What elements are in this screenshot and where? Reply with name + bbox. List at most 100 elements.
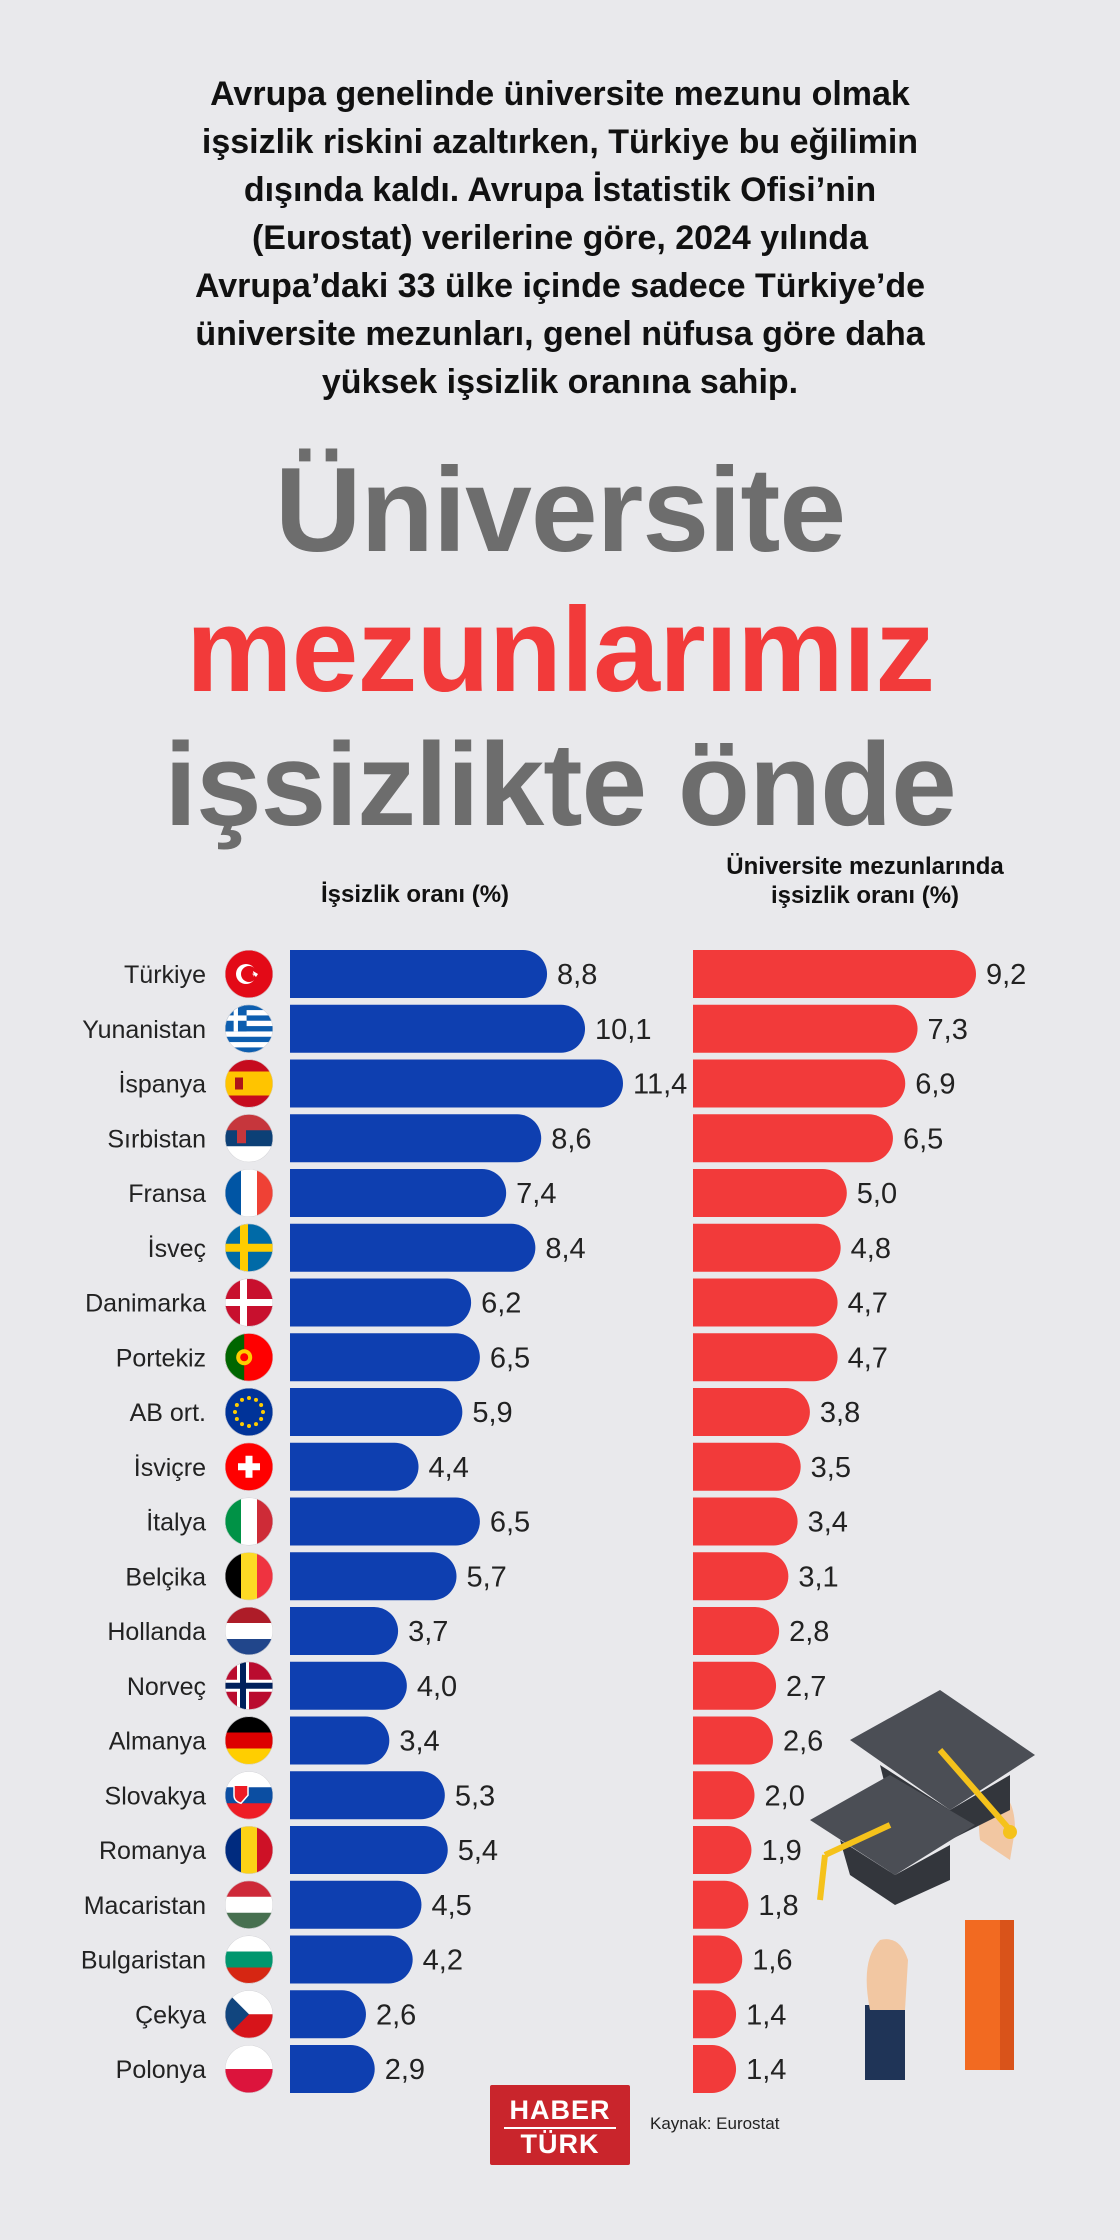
headline-line-3: işsizlikte önde <box>164 719 957 851</box>
left-value-label: 3,7 <box>408 1616 448 1648</box>
source-note: Kaynak: Eurostat <box>650 2114 780 2133</box>
spain-flag-icon <box>225 1059 273 1108</box>
germany-flag-icon <box>225 1716 273 1765</box>
left-value-label: 11,4 <box>633 1069 687 1101</box>
right-bar <box>693 1388 810 1436</box>
left-bar <box>290 1990 366 2039</box>
left-value-label: 8,4 <box>545 1233 585 1265</box>
right-value-label: 1,8 <box>758 1890 798 1922</box>
left-series-title: İşsizlik oranı (%) <box>320 881 510 908</box>
country-label: Almanya <box>109 1728 206 1756</box>
left-bar <box>290 1278 472 1327</box>
logo-text-bottom: TÜRK <box>520 2129 600 2159</box>
left-bar <box>290 1442 419 1491</box>
right-bar <box>693 1607 780 1655</box>
right-series-title-line: işsizlik oranı (%) <box>770 882 960 909</box>
left-bar <box>290 1607 399 1655</box>
left-bar <box>290 1661 407 1710</box>
left-bar <box>290 1497 480 1546</box>
right-bar <box>693 1552 789 1601</box>
left-value-label: 7,4 <box>516 1178 556 1210</box>
denmark-flag-icon <box>225 1278 273 1327</box>
right-value-label: 6,9 <box>915 1069 955 1101</box>
sweden-flag-icon <box>225 1223 273 1272</box>
country-label: İspanya <box>118 1070 206 1099</box>
left-value-label: 5,9 <box>472 1397 512 1429</box>
right-bar <box>693 1497 798 1546</box>
romania-flag-icon <box>225 1826 273 1874</box>
right-value-label: 1,4 <box>746 2054 786 2086</box>
right-bar <box>693 1771 755 1820</box>
right-value-label: 2,6 <box>783 1726 823 1758</box>
right-bar <box>693 1661 777 1710</box>
left-value-label: 5,3 <box>455 1780 495 1812</box>
country-label: Macaristan <box>84 1892 206 1920</box>
right-value-label: 4,8 <box>851 1233 891 1265</box>
serbia-flag-icon <box>225 1114 273 1163</box>
left-value-label: 10,1 <box>595 1014 651 1046</box>
left-bar <box>290 1552 457 1601</box>
country-label: AB ort. <box>130 1399 206 1427</box>
right-bar <box>693 1169 847 1217</box>
left-value-label: 6,5 <box>490 1507 530 1539</box>
right-bar <box>693 1716 773 1765</box>
country-label: Slovakya <box>105 1782 207 1810</box>
intro-line: (Eurostat) verilerine göre, 2024 yılında <box>251 219 868 257</box>
intro-line: dışında kaldı. Avrupa İstatistik Ofisi’n… <box>243 171 877 209</box>
country-label: Portekiz <box>116 1344 206 1372</box>
left-value-label: 6,2 <box>481 1288 521 1320</box>
right-value-label: 2,7 <box>786 1671 826 1703</box>
right-value-label: 1,6 <box>752 1945 792 1977</box>
left-bar <box>290 1826 448 1874</box>
country-label: Hollanda <box>107 1618 206 1646</box>
right-bar <box>693 1004 918 1053</box>
right-bar <box>693 1826 752 1874</box>
turkey-flag-icon <box>225 950 273 998</box>
intro-line: işsizlik riskini azaltırken, Türkiye bu … <box>201 123 919 161</box>
left-value-label: 4,2 <box>423 1945 463 1977</box>
left-bar <box>290 2045 375 2093</box>
right-series-title: Üniversite mezunlarında işsizlik oranı (… <box>690 852 1040 910</box>
country-label: Danimarka <box>85 1290 206 1318</box>
intro-paragraph: Avrupa genelinde üniversite mezunu olmak… <box>90 70 1030 406</box>
headline-line-2: mezunlarımız <box>185 583 935 717</box>
right-value-label: 1,9 <box>761 1835 801 1867</box>
left-bar <box>290 950 548 998</box>
left-bar <box>290 1333 480 1382</box>
greece-flag-icon <box>225 1004 273 1053</box>
left-bar <box>290 1771 445 1820</box>
country-label: İtalya <box>146 1508 206 1537</box>
country-label: Bulgaristan <box>81 1947 206 1975</box>
intro-line: yüksek işsizlik oranına sahip. <box>321 363 799 401</box>
left-bar <box>290 1935 413 1984</box>
left-bar <box>290 1716 390 1765</box>
headline-line-1: Üniversite <box>274 443 846 577</box>
right-value-label: 1,4 <box>746 1999 786 2031</box>
left-bar <box>290 1223 536 1272</box>
country-label: İsveç <box>148 1234 206 1263</box>
logo-text-top: HABER <box>504 2095 616 2129</box>
right-value-label: 3,5 <box>811 1452 851 1484</box>
hungary-flag-icon <box>225 1880 273 1929</box>
country-label: Polonya <box>116 2056 206 2084</box>
intro-line: üniversite mezunları, genel nüfusa göre … <box>195 315 925 353</box>
left-bar <box>290 1004 586 1053</box>
right-bar <box>693 1278 838 1327</box>
intro-line: Avrupa’daki 33 ülke içinde sadece Türkiy… <box>194 267 926 305</box>
left-value-label: 4,4 <box>429 1452 469 1484</box>
norway-flag-icon <box>225 1661 273 1710</box>
right-bar <box>693 950 976 998</box>
left-value-label: 4,5 <box>431 1890 471 1922</box>
right-bar <box>693 2045 737 2093</box>
country-label: Fransa <box>128 1180 206 1208</box>
right-value-label: 9,2 <box>986 959 1026 991</box>
country-label: Türkiye <box>124 961 206 989</box>
france-flag-icon <box>225 1169 273 1217</box>
right-value-label: 3,8 <box>820 1397 860 1429</box>
bar-chart: Türkiye 8,8 9,2 Yunanistan 10,1 7,3 İspanya 11,… <box>81 950 1026 2093</box>
left-value-label: 8,8 <box>557 959 597 991</box>
netherlands-flag-icon <box>225 1607 273 1655</box>
left-value-label: 2,6 <box>376 1999 416 2031</box>
country-label: Çekya <box>135 2001 206 2029</box>
left-value-label: 5,4 <box>458 1835 498 1867</box>
